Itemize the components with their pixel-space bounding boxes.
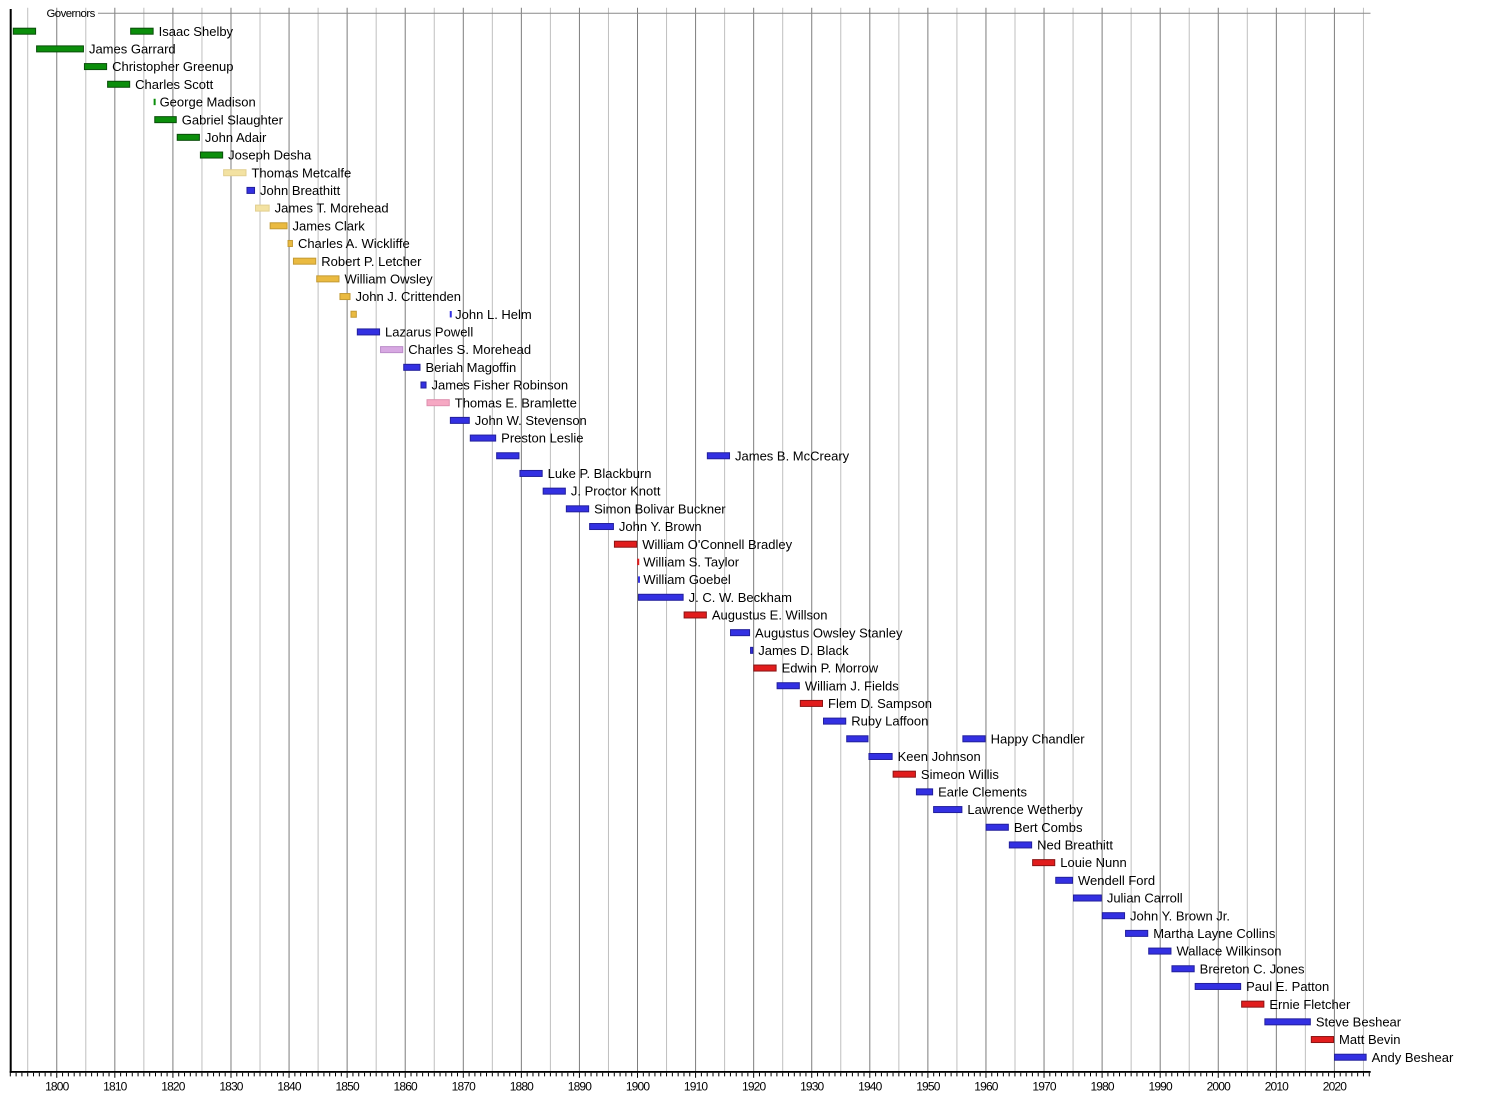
svg-text:Thomas Metcalfe: Thomas Metcalfe (251, 165, 351, 180)
svg-text:John Breathitt: John Breathitt (260, 183, 341, 198)
svg-text:Steve Beshear: Steve Beshear (1316, 1014, 1402, 1029)
svg-text:Bert Combs: Bert Combs (1014, 820, 1083, 835)
svg-text:John Adair: John Adair (205, 130, 267, 145)
svg-text:William S. Taylor: William S. Taylor (643, 555, 740, 570)
svg-text:1910: 1910 (684, 1080, 708, 1093)
svg-text:Paul E. Patton: Paul E. Patton (1246, 979, 1329, 994)
svg-text:Andy Beshear: Andy Beshear (1372, 1050, 1454, 1065)
svg-text:John W. Stevenson: John W. Stevenson (475, 413, 587, 428)
svg-text:Ernie Fletcher: Ernie Fletcher (1269, 997, 1351, 1012)
svg-text:1810: 1810 (103, 1080, 127, 1093)
svg-text:James T. Morehead: James T. Morehead (275, 201, 389, 216)
svg-text:1920: 1920 (742, 1080, 766, 1093)
svg-text:Flem D. Sampson: Flem D. Sampson (828, 696, 932, 711)
svg-text:1990: 1990 (1149, 1080, 1173, 1093)
svg-text:Charles S. Morehead: Charles S. Morehead (408, 342, 531, 357)
svg-text:William J. Fields: William J. Fields (805, 678, 899, 693)
svg-text:Martha Layne Collins: Martha Layne Collins (1153, 926, 1276, 941)
svg-text:1820: 1820 (161, 1080, 185, 1093)
svg-text:Christopher Greenup: Christopher Greenup (112, 59, 233, 74)
svg-text:2010: 2010 (1265, 1080, 1289, 1093)
svg-text:Ned Breathitt: Ned Breathitt (1037, 838, 1113, 853)
svg-text:John Y. Brown Jr.: John Y. Brown Jr. (1130, 908, 1230, 923)
svg-text:1800: 1800 (45, 1080, 69, 1093)
svg-text:2000: 2000 (1207, 1080, 1231, 1093)
svg-text:William O'Connell Bradley: William O'Connell Bradley (642, 537, 792, 552)
svg-text:James Garrard: James Garrard (89, 41, 176, 56)
svg-text:1890: 1890 (568, 1080, 592, 1093)
svg-text:James Clark: James Clark (293, 218, 366, 233)
svg-text:Simeon Willis: Simeon Willis (921, 767, 1000, 782)
svg-text:William Owsley: William Owsley (344, 271, 433, 286)
svg-text:Matt Bevin: Matt Bevin (1339, 1032, 1400, 1047)
svg-text:Thomas E. Bramlette: Thomas E. Bramlette (455, 395, 577, 410)
svg-text:1930: 1930 (800, 1080, 824, 1093)
svg-text:Louie Nunn: Louie Nunn (1060, 855, 1127, 870)
svg-text:1980: 1980 (1090, 1080, 1114, 1093)
svg-text:1900: 1900 (626, 1080, 650, 1093)
svg-text:Wallace Wilkinson: Wallace Wilkinson (1176, 944, 1281, 959)
svg-text:Edwin P. Morrow: Edwin P. Morrow (782, 661, 879, 676)
svg-text:Charles A. Wickliffe: Charles A. Wickliffe (298, 236, 410, 251)
svg-text:Augustus Owsley Stanley: Augustus Owsley Stanley (755, 625, 903, 640)
svg-text:Isaac Shelby: Isaac Shelby (159, 24, 234, 39)
svg-text:Brereton C. Jones: Brereton C. Jones (1200, 961, 1305, 976)
svg-text:John J. Crittenden: John J. Crittenden (356, 289, 462, 304)
svg-text:James D. Black: James D. Black (758, 643, 849, 658)
svg-text:Preston Leslie: Preston Leslie (501, 431, 583, 446)
svg-text:Happy Chandler: Happy Chandler (991, 731, 1086, 746)
svg-text:1950: 1950 (916, 1080, 940, 1093)
svg-text:Robert P. Letcher: Robert P. Letcher (321, 254, 422, 269)
svg-text:Governors: Governors (47, 8, 96, 20)
svg-text:Lawrence Wetherby: Lawrence Wetherby (967, 802, 1083, 817)
svg-text:Gabriel Slaughter: Gabriel Slaughter (182, 112, 284, 127)
svg-text:2020: 2020 (1323, 1080, 1347, 1093)
svg-text:John L. Helm: John L. Helm (455, 307, 532, 322)
svg-text:1870: 1870 (452, 1080, 476, 1093)
svg-text:Wendell Ford: Wendell Ford (1078, 873, 1155, 888)
svg-text:Keen Johnson: Keen Johnson (898, 749, 981, 764)
svg-text:James Fisher Robinson: James Fisher Robinson (432, 378, 569, 393)
svg-text:James B. McCreary: James B. McCreary (735, 448, 850, 463)
svg-text:1940: 1940 (858, 1080, 882, 1093)
svg-text:Augustus E. Willson: Augustus E. Willson (712, 608, 828, 623)
svg-text:Julian Carroll: Julian Carroll (1107, 891, 1183, 906)
svg-text:George Madison: George Madison (160, 95, 256, 110)
svg-text:J. Proctor Knott: J. Proctor Knott (571, 484, 661, 499)
svg-text:1880: 1880 (510, 1080, 534, 1093)
svg-text:Earle Clements: Earle Clements (938, 784, 1027, 799)
svg-text:1850: 1850 (335, 1080, 359, 1093)
svg-text:Charles Scott: Charles Scott (135, 77, 213, 92)
svg-text:William Goebel: William Goebel (643, 572, 731, 587)
svg-text:1860: 1860 (394, 1080, 418, 1093)
svg-text:Ruby Laffoon: Ruby Laffoon (851, 714, 928, 729)
svg-text:Luke P. Blackburn: Luke P. Blackburn (548, 466, 652, 481)
svg-text:John Y. Brown: John Y. Brown (619, 519, 702, 534)
svg-text:J. C. W. Beckham: J. C. W. Beckham (689, 590, 792, 605)
svg-text:Lazarus Powell: Lazarus Powell (385, 325, 473, 340)
svg-text:1830: 1830 (219, 1080, 243, 1093)
svg-text:1960: 1960 (974, 1080, 998, 1093)
svg-text:1970: 1970 (1032, 1080, 1056, 1093)
svg-text:1840: 1840 (277, 1080, 301, 1093)
svg-text:Beriah Magoffin: Beriah Magoffin (425, 360, 516, 375)
svg-text:Simon Bolivar Buckner: Simon Bolivar Buckner (594, 501, 726, 516)
svg-text:Joseph Desha: Joseph Desha (228, 148, 312, 163)
